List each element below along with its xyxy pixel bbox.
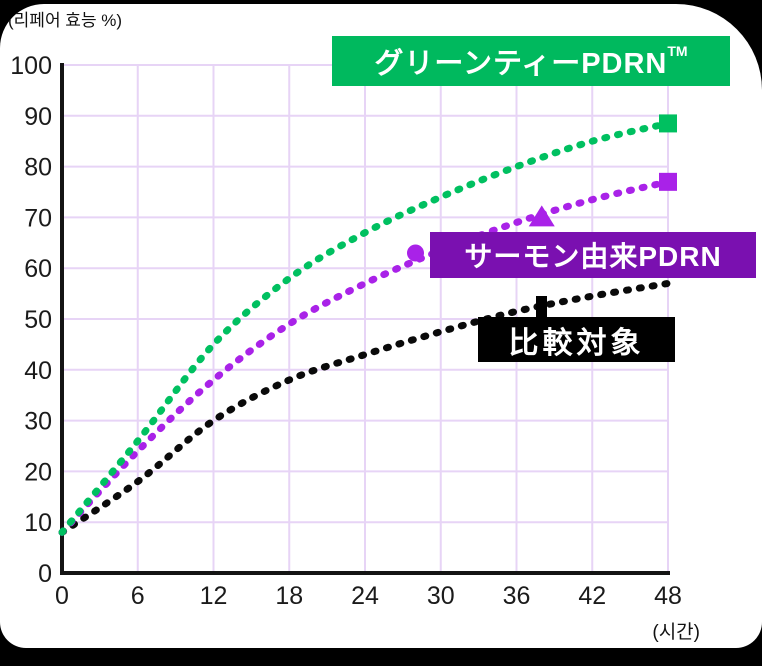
y-tick-label: 80 bbox=[24, 154, 52, 182]
triangle-marker bbox=[528, 205, 555, 227]
square-marker bbox=[659, 114, 677, 133]
series-line bbox=[58, 279, 672, 536]
y-tick-label: 30 bbox=[24, 408, 52, 436]
x-axis-unit-label: (시간) bbox=[652, 621, 700, 643]
series-line bbox=[58, 178, 672, 536]
x-tick-label: 0 bbox=[55, 582, 69, 610]
series-line bbox=[58, 119, 672, 536]
y-tick-label: 0 bbox=[38, 560, 52, 588]
x-tick-label: 48 bbox=[654, 582, 682, 610]
legend-salmon-pdrn: サーモン由来PDRN bbox=[430, 232, 756, 278]
y-tick-label: 70 bbox=[24, 204, 52, 232]
x-tick-label: 12 bbox=[200, 582, 228, 610]
y-tick-label: 10 bbox=[24, 509, 52, 537]
x-tick-label: 42 bbox=[578, 582, 606, 610]
y-tick-label: 40 bbox=[24, 357, 52, 385]
circle-marker bbox=[407, 244, 424, 262]
x-tick-label: 30 bbox=[427, 582, 455, 610]
legend-green-tea-pdrn: グリーンティーPDRN TM bbox=[332, 36, 730, 86]
tm-superscript: TM bbox=[667, 43, 688, 59]
x-tick-label: 18 bbox=[275, 582, 303, 610]
y-tick-label: 50 bbox=[24, 306, 52, 334]
callout-pointer bbox=[536, 296, 547, 324]
legend-comparison: 比較対象 bbox=[478, 317, 675, 362]
legend-black-text: 比較対象 bbox=[508, 326, 645, 360]
x-tick-label: 6 bbox=[131, 582, 145, 610]
y-tick-label: 20 bbox=[24, 458, 52, 486]
legend-green-text: グリーンティーPDRN bbox=[374, 48, 668, 80]
y-axis-unit-label: (리페어 효능 %) bbox=[8, 11, 122, 30]
y-tick-label: 60 bbox=[24, 255, 52, 283]
x-tick-label: 36 bbox=[503, 582, 531, 610]
legend-purple-text: サーモン由来PDRN bbox=[464, 241, 722, 272]
chart-card: 0 10 20 30 40 50 60 70 80 90 100 0 6 12 18 24 30 36 42 48 (리… bbox=[0, 4, 762, 648]
y-tick-label: 100 bbox=[10, 52, 52, 80]
x-tick-label: 24 bbox=[351, 582, 379, 610]
y-tick-label: 90 bbox=[24, 103, 52, 131]
square-marker bbox=[659, 172, 677, 191]
